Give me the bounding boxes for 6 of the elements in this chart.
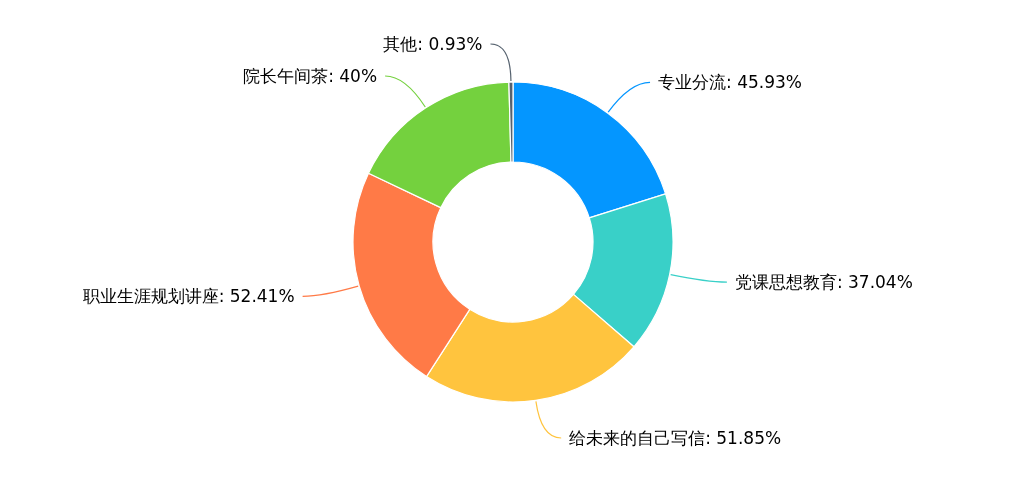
slice-label: 职业生涯规划讲座: 52.41% bbox=[82, 286, 295, 307]
slice-label: 专业分流: 45.93% bbox=[658, 72, 802, 93]
slice-label: 其他: 0.93% bbox=[383, 34, 483, 55]
slice-label: 党课思想教育: 37.04% bbox=[734, 272, 913, 293]
slice-label: 院长午间茶: 40% bbox=[243, 65, 378, 86]
slice-label: 给未来的自己写信: 51.85% bbox=[569, 427, 782, 448]
